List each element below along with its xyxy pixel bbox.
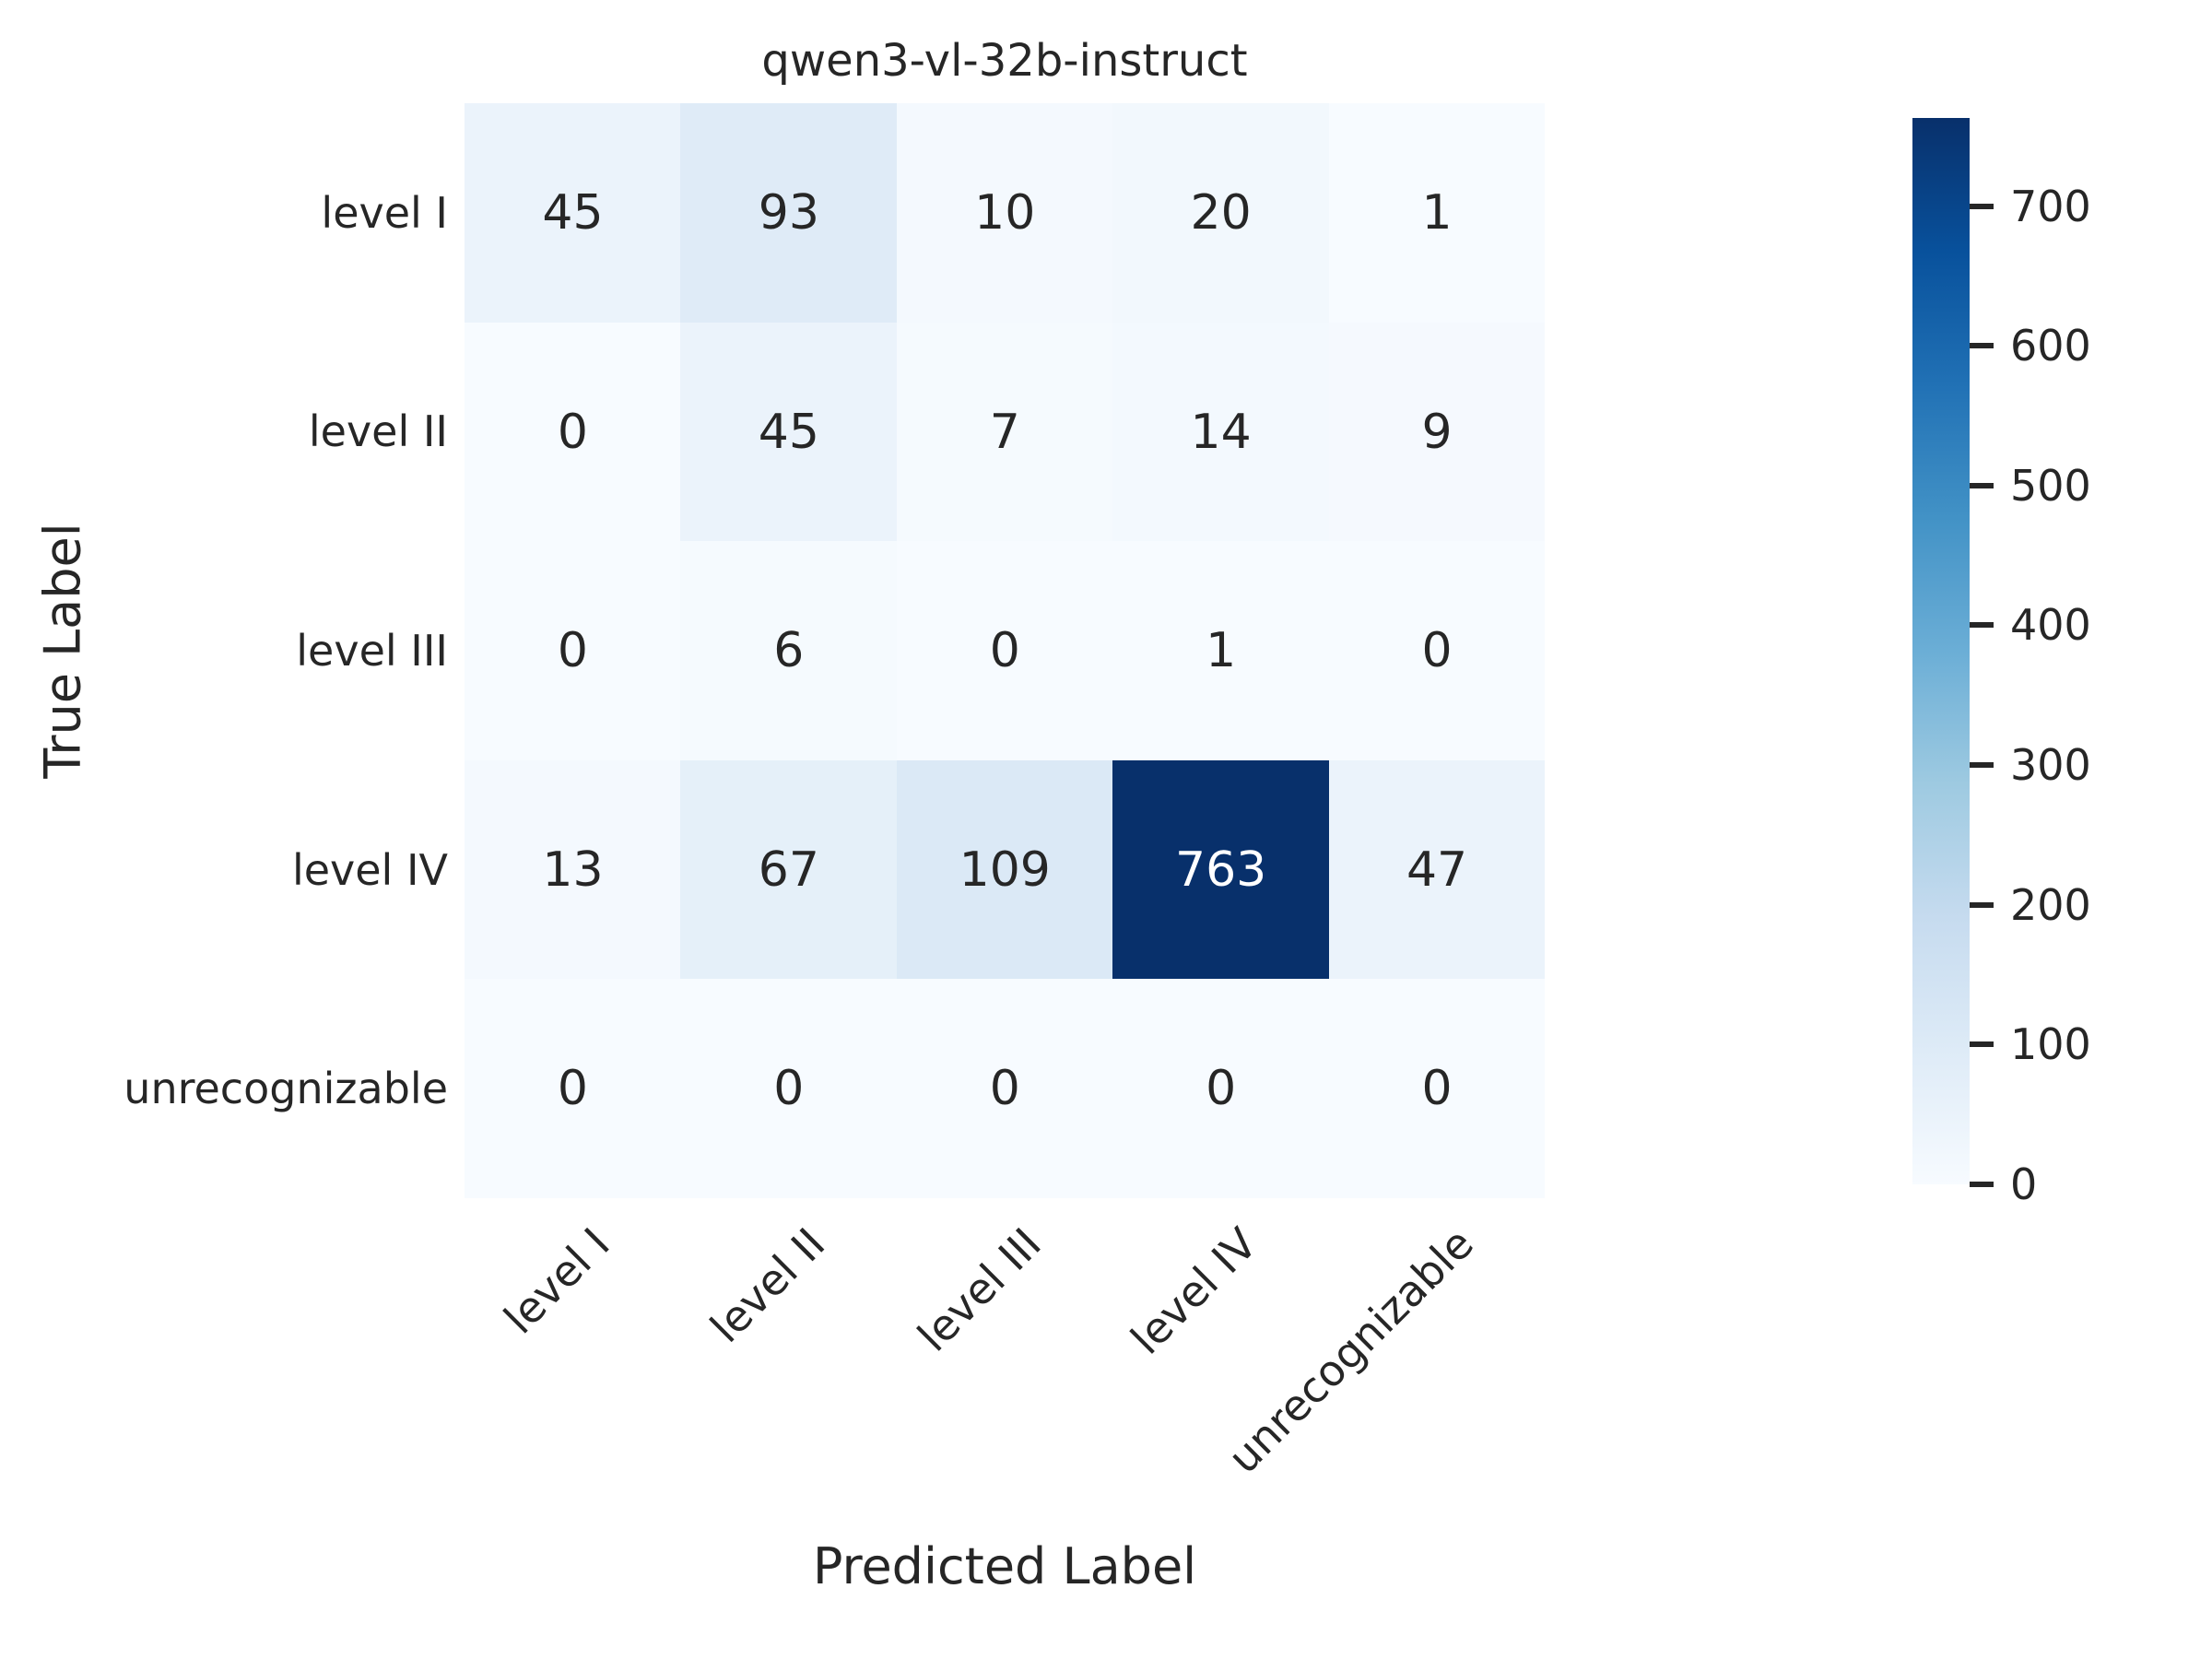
- colorbar-tick-mark: [1970, 762, 1994, 769]
- heatmap-cell: 0: [896, 979, 1113, 1199]
- heatmap-cell: 45: [465, 103, 681, 324]
- colorbar-tick-value: 200: [2010, 879, 2091, 930]
- colorbar-tick-value: 100: [2010, 1019, 2091, 1070]
- heatmap-cell: 0: [896, 541, 1113, 761]
- colorbar-tick-value: 300: [2010, 740, 2091, 791]
- colorbar-tick-value: 400: [2010, 600, 2091, 651]
- y-tick-label: level I: [321, 187, 448, 238]
- heatmap-cell: 7: [896, 322, 1113, 542]
- chart-title: qwen3-vl-32b-instruct: [761, 35, 1248, 87]
- colorbar-tick-value: 0: [2010, 1159, 2038, 1209]
- y-tick-label: level II: [308, 406, 448, 457]
- colorbar-tick-mark: [1970, 1182, 1994, 1187]
- heatmap-cell: 1: [1328, 103, 1546, 324]
- heatmap-grid: 45 93 10 20 1 0 45 7 14 9 0 6 0 1 0 13 67 109 763 47 0 0 0 0 0: [465, 103, 1546, 1199]
- heatmap-cell: 67: [680, 759, 898, 980]
- heatmap-cell: 14: [1112, 322, 1330, 542]
- heatmap-cell: 0: [1328, 541, 1546, 761]
- x-axis-label: Predicted Label: [812, 1537, 1197, 1595]
- heatmap-cell: 93: [680, 103, 898, 324]
- colorbar-tick-value: 500: [2010, 460, 2091, 511]
- y-tick-label: level III: [296, 626, 448, 676]
- heatmap-cell: 47: [1328, 759, 1546, 980]
- heatmap-cell: 20: [1112, 103, 1330, 324]
- x-tick-label: level I: [493, 1218, 619, 1344]
- colorbar-tick-mark: [1970, 482, 1994, 488]
- y-axis-label: True Label: [33, 523, 92, 779]
- colorbar-tick-value: 700: [2010, 181, 2091, 231]
- heatmap-cell: 109: [896, 759, 1113, 980]
- heatmap-cell: 0: [1328, 979, 1546, 1199]
- heatmap-cell: 0: [680, 979, 898, 1199]
- colorbar-tick-mark: [1970, 343, 1994, 349]
- x-tick-label: level IV: [1121, 1218, 1267, 1364]
- heatmap-cell: 0: [465, 322, 681, 542]
- heatmap-cell: 1: [1112, 541, 1330, 761]
- y-tick-label: level IV: [291, 844, 448, 895]
- heatmap-cell: 0: [465, 541, 681, 761]
- colorbar-tick-value: 600: [2010, 321, 2091, 371]
- heatmap-cell: 13: [465, 759, 681, 980]
- colorbar-tick-mark: [1970, 622, 1994, 629]
- heatmap-cell: 10: [896, 103, 1113, 324]
- heatmap-cell: 45: [680, 322, 898, 542]
- colorbar: [1912, 118, 1970, 1184]
- colorbar-tick-mark: [1970, 1041, 1994, 1048]
- colorbar-tick-mark: [1970, 901, 1994, 908]
- heatmap-cell: 0: [465, 979, 681, 1199]
- heatmap-cell: 763: [1112, 759, 1330, 980]
- y-tick-label: unrecognizable: [124, 1064, 448, 1114]
- heatmap-cell: 0: [1112, 979, 1330, 1199]
- colorbar-tick-mark: [1970, 203, 1994, 209]
- heatmap-cell: 9: [1328, 322, 1546, 542]
- heatmap-cell: 6: [680, 541, 898, 761]
- x-tick-label: level III: [908, 1218, 1052, 1361]
- x-tick-label: level II: [700, 1218, 835, 1353]
